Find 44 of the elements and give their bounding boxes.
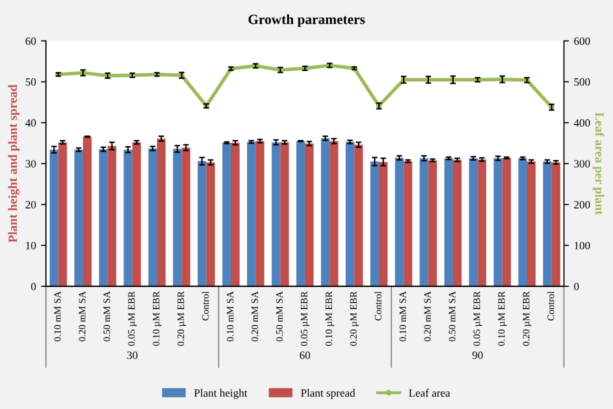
y2-tick-label: 300 bbox=[574, 160, 590, 168]
x-tick-label: 0.20 µM EBR bbox=[522, 291, 532, 346]
y2-axis-title: Leaf area per plant bbox=[592, 112, 604, 215]
text: 30 bbox=[127, 352, 138, 360]
x-tick-label: 0.50 mM SA bbox=[448, 291, 456, 342]
x-tick-label: 0.10 µM EBR bbox=[152, 291, 162, 346]
y-tick-label: 50 bbox=[26, 78, 36, 86]
y-tick-label: 60 bbox=[26, 37, 36, 45]
x-tick-label: 0.05 µM EBR bbox=[474, 291, 482, 346]
y2-tick-label: 500 bbox=[574, 78, 590, 86]
x-tick-label: 0.10 µM EBR bbox=[498, 291, 507, 346]
x-tick-label: 0.20 mM SA bbox=[424, 291, 431, 342]
y-axis-title: Plant height and plant spread bbox=[8, 84, 20, 242]
x-tick-label: 0.50 mM SA bbox=[104, 291, 110, 342]
x-tick-label: 0.20 mM SA bbox=[252, 291, 258, 342]
x-tick-label: Control bbox=[547, 291, 554, 320]
y-tick-label: 30 bbox=[26, 160, 36, 168]
y-tick-label: 0 bbox=[31, 282, 36, 290]
x-tick-label: Control bbox=[202, 291, 209, 320]
x-tick-label: 0.10 µM EBR bbox=[326, 291, 334, 346]
x-tick-label: 0.50 mM SA bbox=[276, 291, 283, 342]
y2-tick-label: 400 bbox=[574, 119, 590, 127]
y2-tick-label: 600 bbox=[574, 37, 590, 45]
legend-label: Leaf area bbox=[408, 388, 450, 397]
text: 60 bbox=[300, 352, 310, 360]
x-tick-label: 0.20 µM EBR bbox=[178, 291, 186, 346]
x-tick-label: 0.20 mM SA bbox=[78, 291, 86, 342]
legend-label: Plant spread bbox=[300, 388, 356, 399]
y2-tick-label: 200 bbox=[574, 200, 590, 208]
y-tick-label: 10 bbox=[26, 242, 36, 250]
text: 90 bbox=[472, 352, 483, 360]
legend-label: Plant height bbox=[194, 388, 248, 399]
x-tick-label: 0.10 mM SA bbox=[226, 291, 234, 342]
x-tick-label: Control bbox=[374, 291, 382, 320]
x-tick-label: 0.20 µM EBR bbox=[350, 291, 359, 346]
x-tick-label: 0.10 mM SA bbox=[400, 291, 406, 342]
y2-tick-label: 100 bbox=[574, 242, 590, 250]
y-tick-label: 40 bbox=[25, 119, 36, 127]
x-tick-label: 0.10 mM SA bbox=[54, 291, 61, 342]
y2-tick-label: 0 bbox=[574, 282, 579, 290]
x-tick-label: 0.05 µM EBR bbox=[128, 291, 137, 346]
x-tick-label: 0.05 µM EBR bbox=[300, 291, 310, 346]
chart-title: Growth parameters bbox=[248, 14, 365, 27]
y-tick-label: 20 bbox=[26, 200, 36, 208]
